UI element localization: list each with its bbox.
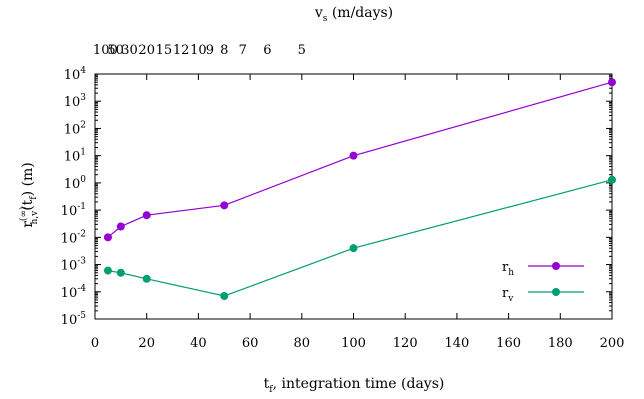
y-tick-label: 102	[64, 120, 86, 137]
top-tick-label: 100	[93, 43, 118, 58]
data-point-rh	[608, 78, 616, 87]
chart-legend: rh rv	[502, 260, 584, 304]
data-point-rv	[608, 175, 616, 184]
legend-label: rh	[502, 260, 514, 278]
y-tick-label: 10-4	[61, 284, 87, 301]
top-axis-title: vs (m/days)	[314, 5, 393, 24]
x-tick-label: 120	[393, 336, 418, 351]
chart-series	[103, 78, 616, 300]
data-point-rh	[220, 201, 229, 210]
series-line-rv	[107, 179, 613, 297]
y-tick-label: 10-5	[61, 311, 87, 328]
data-point-rv	[103, 266, 112, 275]
legend-label: rv	[502, 286, 514, 304]
top-tick-label: 20	[138, 43, 155, 58]
y-tick-label: 10-2	[61, 229, 86, 246]
y-tick-label: 10-3	[61, 257, 87, 274]
data-point-rh	[116, 222, 125, 231]
plot-frame	[94, 73, 613, 320]
x-axis-title: tf, integration time (days)	[264, 376, 445, 395]
top-tick-label: 12	[173, 43, 190, 58]
chart-axes	[94, 73, 613, 320]
top-tick-label: 5	[298, 43, 306, 58]
data-point-rv	[116, 268, 125, 277]
y-tick-label: 104	[64, 66, 87, 83]
x-tick-label: 80	[294, 336, 311, 351]
data-point-rv	[220, 291, 229, 300]
top-tick-label: 8	[220, 43, 228, 58]
top-tick-label: 9	[206, 43, 214, 58]
top-tick-label: 15	[156, 43, 173, 58]
top-tick-label: 50	[107, 43, 124, 58]
data-point-rv	[349, 244, 358, 253]
y-tick-label: 100	[64, 175, 87, 192]
top-tick-label: 30	[121, 43, 138, 58]
x-tick-label: 140	[444, 336, 469, 351]
top-tick-label: 10	[190, 43, 207, 58]
x-tick-label: 180	[548, 336, 573, 351]
data-point-rh	[142, 211, 151, 220]
x-tick-label: 20	[138, 336, 155, 351]
x-tick-label: 200	[600, 336, 625, 351]
y-tick-label: 10-1	[61, 202, 86, 219]
x-tick-label: 40	[190, 336, 207, 351]
data-point-rh	[103, 233, 112, 242]
x-tick-label: 60	[242, 336, 259, 351]
top-tick-label: 6	[263, 43, 271, 58]
legend-marker	[552, 262, 560, 270]
x-tick-label: 160	[496, 336, 521, 351]
y-tick-label: 101	[64, 148, 86, 165]
y-axis-title: r(∞)h,v(tf) (m)	[18, 162, 40, 228]
x-tick-label: 100	[341, 336, 366, 351]
top-tick-label: 7	[239, 43, 247, 58]
legend-marker	[552, 288, 560, 296]
data-point-rv	[142, 274, 151, 283]
series-line-rh	[107, 81, 613, 238]
y-tick-label: 103	[64, 93, 87, 110]
data-point-rh	[349, 151, 358, 160]
x-tick-label: 0	[91, 336, 99, 351]
